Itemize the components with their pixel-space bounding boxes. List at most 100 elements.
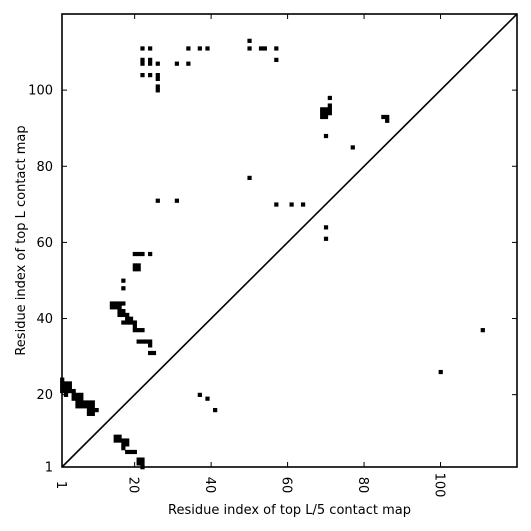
contact-point bbox=[186, 46, 191, 51]
contact-point bbox=[323, 107, 329, 112]
contact-point bbox=[79, 400, 84, 405]
contact-point bbox=[128, 316, 134, 321]
contact-point bbox=[90, 400, 95, 405]
contact-point bbox=[140, 339, 145, 344]
contact-point bbox=[86, 408, 92, 413]
contact-point bbox=[323, 236, 329, 241]
y-tick-label: 20 bbox=[36, 388, 53, 403]
contact-point bbox=[136, 457, 141, 462]
contact-point bbox=[136, 267, 141, 272]
contact-point bbox=[148, 46, 153, 51]
x-tick-label: 40 bbox=[202, 477, 217, 494]
contact-point bbox=[117, 301, 122, 306]
contact-point bbox=[148, 343, 153, 348]
diagonal-line bbox=[61, 13, 518, 468]
contact-point bbox=[132, 251, 137, 257]
contact-point bbox=[136, 263, 141, 268]
contact-point bbox=[155, 198, 160, 203]
y-tick-label: 40 bbox=[36, 312, 53, 327]
contact-point bbox=[148, 251, 153, 257]
contact-point bbox=[63, 381, 69, 386]
contact-point bbox=[117, 305, 122, 310]
contact-point bbox=[71, 388, 76, 394]
contact-point bbox=[113, 305, 118, 310]
x-tick-label: 1 bbox=[53, 481, 68, 489]
contact-point bbox=[90, 411, 95, 417]
contact-point bbox=[71, 392, 76, 397]
contact-point bbox=[83, 404, 88, 409]
contact-point bbox=[350, 145, 355, 150]
contact-point bbox=[86, 400, 92, 405]
contact-point bbox=[140, 251, 145, 257]
contact-point bbox=[274, 57, 279, 62]
contact-point bbox=[86, 411, 92, 417]
contact-point bbox=[79, 392, 84, 397]
x-axis-label: Residue index of top L/5 contact map bbox=[168, 503, 411, 518]
contact-point bbox=[132, 449, 137, 455]
contact-point bbox=[67, 388, 72, 394]
contact-point bbox=[128, 449, 134, 455]
contact-point bbox=[140, 46, 145, 51]
contact-point bbox=[117, 309, 122, 314]
contact-point bbox=[327, 103, 332, 108]
contact-point bbox=[75, 400, 80, 405]
contact-point bbox=[327, 111, 332, 116]
contact-point bbox=[213, 408, 218, 413]
contact-point bbox=[438, 369, 443, 375]
contact-point bbox=[75, 404, 80, 409]
contact-point bbox=[323, 111, 329, 116]
contact-point bbox=[327, 95, 332, 101]
contact-point bbox=[117, 312, 122, 318]
contact-point bbox=[79, 396, 84, 401]
x-tick-label: 100 bbox=[432, 473, 447, 498]
contact-point bbox=[140, 73, 145, 78]
contact-point bbox=[480, 328, 485, 333]
contact-point bbox=[121, 286, 126, 291]
contact-point bbox=[140, 457, 145, 462]
contact-point bbox=[323, 133, 329, 139]
data-points bbox=[60, 38, 485, 470]
contact-point bbox=[205, 46, 210, 51]
contact-point bbox=[262, 46, 267, 51]
contact-point bbox=[128, 320, 134, 325]
contact-point bbox=[186, 61, 191, 66]
contact-point bbox=[121, 438, 126, 443]
contact-point bbox=[148, 61, 153, 66]
contact-point bbox=[140, 57, 145, 62]
contact-point bbox=[132, 263, 137, 268]
contact-point bbox=[320, 114, 325, 120]
contact-point bbox=[125, 320, 130, 325]
contact-point bbox=[197, 392, 202, 397]
contact-point bbox=[63, 388, 69, 394]
contact-point bbox=[151, 350, 157, 356]
contact-point bbox=[125, 316, 130, 321]
contact-point bbox=[323, 225, 329, 230]
contact-point bbox=[109, 301, 115, 306]
contact-point bbox=[121, 320, 126, 325]
contact-point bbox=[174, 198, 180, 203]
contact-point bbox=[121, 278, 126, 283]
contact-point bbox=[320, 107, 325, 112]
contact-point bbox=[385, 118, 390, 123]
contact-point bbox=[197, 46, 202, 51]
contact-point bbox=[300, 202, 306, 207]
contact-point bbox=[67, 381, 72, 386]
contact-point bbox=[79, 404, 84, 409]
contact-point bbox=[323, 114, 329, 120]
contact-point bbox=[132, 324, 137, 329]
contact-point bbox=[327, 107, 332, 112]
contact-point bbox=[63, 385, 69, 390]
contact-point bbox=[174, 61, 180, 66]
contact-point bbox=[140, 328, 145, 333]
contact-point bbox=[136, 339, 141, 344]
contact-point bbox=[132, 328, 137, 333]
contact-point bbox=[132, 267, 137, 272]
contact-point bbox=[155, 88, 160, 93]
contact-point bbox=[148, 339, 153, 344]
contact-point bbox=[140, 461, 145, 466]
y-tick-label: 100 bbox=[28, 84, 53, 99]
contact-point bbox=[90, 408, 95, 413]
contact-point bbox=[136, 251, 141, 257]
